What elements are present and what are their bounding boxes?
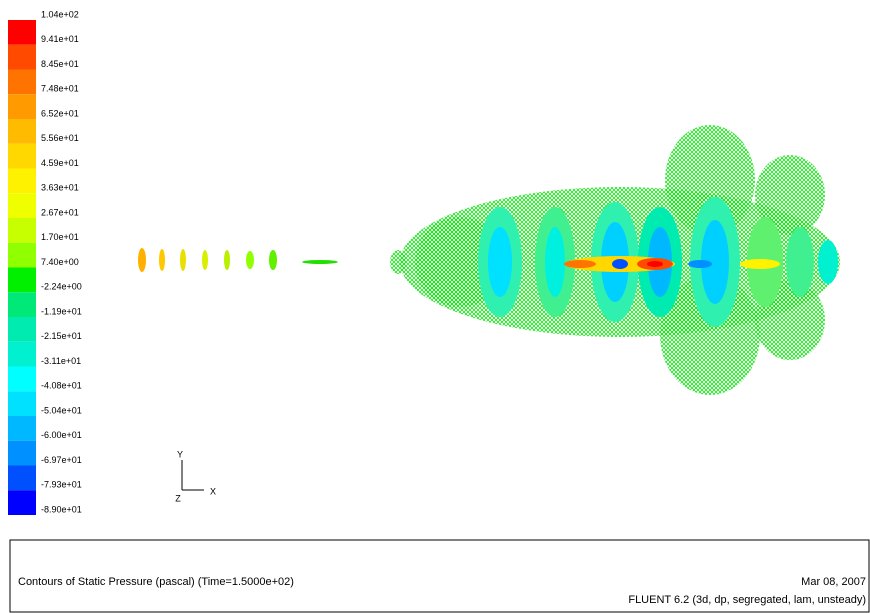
color-swatch [8, 366, 36, 392]
color-swatch [8, 391, 36, 416]
colorbar-label: -8.90e+01 [41, 504, 82, 514]
color-swatch [8, 44, 36, 70]
color-swatch [8, 292, 36, 317]
colorbar-label: 7.48e+01 [41, 84, 79, 94]
footer-date: Mar 08, 2007 [801, 576, 866, 588]
color-swatch [8, 465, 36, 491]
colorbar-label: -1.19e+01 [41, 306, 82, 316]
color-swatch [8, 341, 36, 367]
color-swatch [8, 119, 36, 144]
colorbar-label: 7.40e+00 [41, 257, 79, 267]
colorbar-label: 4.59e+01 [41, 158, 79, 168]
color-swatch [8, 242, 36, 268]
color-swatch [8, 193, 36, 218]
color-swatch [8, 416, 36, 441]
y-label: Y [177, 449, 183, 459]
color-swatch [8, 168, 36, 194]
colorbar-label: 5.56e+01 [41, 133, 79, 143]
color-swatch [8, 218, 36, 243]
colorbar-label: -7.93e+01 [41, 480, 82, 490]
contour-plot [138, 125, 840, 395]
z-label: Z [175, 493, 181, 503]
colorbar-label: 1.70e+01 [41, 232, 79, 242]
colorbar-label: 9.41e+01 [41, 34, 79, 44]
colorbar-label: -6.97e+01 [41, 455, 82, 465]
colorbar-label: -3.11e+01 [41, 356, 81, 366]
colorbar-label: 2.67e+01 [41, 207, 79, 217]
colorbar-label: -2.15e+01 [41, 331, 82, 341]
x-label: X [210, 486, 216, 496]
colorbar-label: 1.04e+02 [41, 9, 79, 19]
colorbar-label: 8.45e+01 [41, 59, 79, 69]
color-swatch [8, 94, 36, 119]
colorbar-label: -6.00e+01 [41, 430, 82, 440]
colorbar-label: 3.63e+01 [41, 183, 79, 193]
color-swatch [8, 440, 36, 466]
footer-title: Contours of Static Pressure (pascal) (Ti… [18, 576, 294, 588]
color-swatch [8, 317, 36, 342]
color-swatch [8, 20, 36, 45]
color-swatch [8, 267, 36, 293]
colorbar-label: -4.08e+01 [41, 381, 82, 391]
footer-version: FLUENT 6.2 (3d, dp, segregated, lam, uns… [628, 594, 866, 606]
color-swatch [8, 69, 36, 95]
colorbar-label: -5.04e+01 [41, 405, 82, 415]
color-swatch [8, 143, 36, 169]
footer-box [9, 539, 870, 613]
axis-triad: Y Z X [175, 449, 216, 503]
color-swatch [8, 490, 36, 515]
colorbar-label: -2.24e+00 [41, 282, 82, 292]
colorbar-label: 6.52e+01 [41, 108, 79, 118]
